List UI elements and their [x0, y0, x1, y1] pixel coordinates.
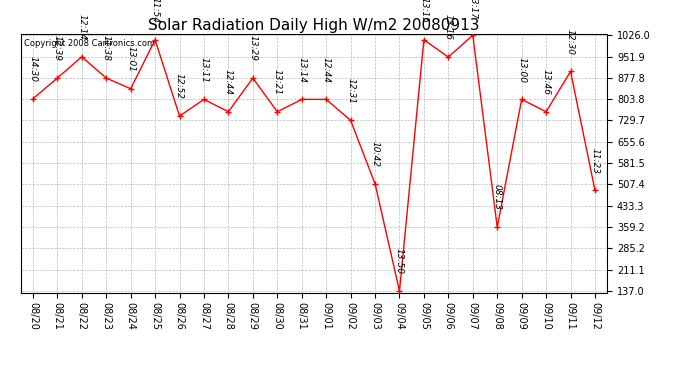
Text: 13:50: 13:50 — [395, 248, 404, 274]
Text: 10:42: 10:42 — [371, 141, 380, 167]
Text: 13:15: 13:15 — [420, 0, 428, 23]
Text: 13:21: 13:21 — [273, 69, 282, 95]
Text: 12:31: 12:31 — [346, 78, 355, 104]
Text: 13:11: 13:11 — [199, 57, 208, 83]
Text: 13:16: 13:16 — [444, 14, 453, 40]
Text: 08:13: 08:13 — [493, 184, 502, 210]
Text: 12:30: 12:30 — [566, 29, 575, 55]
Text: 11:23: 11:23 — [591, 148, 600, 174]
Text: 13:00: 13:00 — [518, 57, 526, 83]
Text: 11:54: 11:54 — [150, 0, 159, 23]
Text: 12:44: 12:44 — [322, 57, 331, 83]
Text: 13:01: 13:01 — [126, 46, 135, 72]
Text: 14:30: 14:30 — [28, 56, 37, 82]
Text: 11:38: 11:38 — [101, 35, 110, 62]
Text: 12:52: 12:52 — [175, 74, 184, 99]
Text: 13:46: 13:46 — [542, 69, 551, 95]
Text: Copyright 2008 Cartronics.com: Copyright 2008 Cartronics.com — [23, 39, 155, 48]
Text: 12:39: 12:39 — [53, 35, 62, 62]
Text: 12:14: 12:14 — [77, 14, 86, 40]
Text: 12:44: 12:44 — [224, 69, 233, 95]
Text: 13:14: 13:14 — [297, 57, 306, 83]
Text: 13:17: 13:17 — [469, 0, 477, 18]
Text: 13:29: 13:29 — [248, 35, 257, 62]
Title: Solar Radiation Daily High W/m2 20080913: Solar Radiation Daily High W/m2 20080913 — [148, 18, 480, 33]
